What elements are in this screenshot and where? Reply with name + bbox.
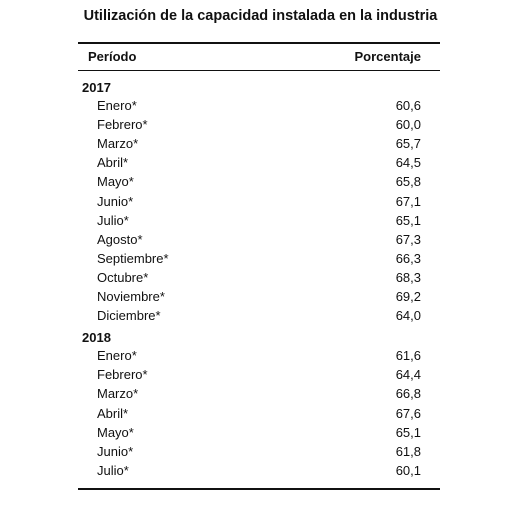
period-cell: Julio*	[97, 462, 129, 478]
value-cell: 65,1	[395, 212, 421, 228]
value-cell: 66,8	[395, 386, 421, 402]
bottom-rule	[78, 488, 440, 490]
period-cell: Marzo*	[97, 136, 139, 152]
period-cell: Agosto*	[97, 231, 143, 247]
value-cell: 60,1	[395, 462, 421, 478]
value-cell: 61,8	[395, 443, 421, 459]
value-cell: 66,3	[395, 250, 421, 266]
period-cell: Julio*	[97, 212, 129, 228]
group-year: 2017	[82, 80, 111, 95]
value-cell: 65,1	[395, 424, 421, 440]
value-cell: 67,3	[395, 231, 421, 247]
header-cell: Período	[88, 49, 137, 64]
value-cell: 67,1	[395, 193, 421, 209]
period-cell: Marzo*	[97, 386, 139, 402]
period-cell: Mayo*	[97, 174, 134, 190]
period-cell: Noviembre*	[97, 289, 165, 304]
header-rule	[78, 70, 440, 71]
value-cell: 65,8	[395, 174, 421, 190]
period-cell: Febrero*	[97, 117, 148, 133]
value-cell: 64,0	[395, 308, 421, 324]
period-cell: Enero*	[97, 98, 137, 113]
period-cell: Octubre*	[97, 269, 149, 285]
value-cell: 68,3	[395, 269, 421, 285]
period-cell: Junio*	[97, 443, 134, 459]
period-cell: Enero*	[97, 348, 137, 364]
value-cell: 65,7	[395, 136, 421, 152]
value-cell: 69,2	[395, 289, 421, 304]
period-cell: Junio*	[97, 193, 134, 209]
value-cell: 60,0	[395, 117, 421, 133]
period-cell: Febrero*	[97, 367, 148, 383]
value-cell: 64,4	[395, 367, 421, 383]
value-cell: 61,6	[395, 348, 421, 364]
value-cell: 67,6	[395, 405, 421, 421]
header-cell: Porcentaje	[354, 49, 421, 64]
period-cell: Abril*	[97, 405, 129, 421]
period-cell: Diciembre*	[97, 308, 161, 324]
top-rule	[78, 42, 440, 44]
group-year: 2018	[82, 330, 111, 346]
period-cell: Mayo*	[97, 424, 134, 440]
period-cell: Abril*	[97, 155, 129, 171]
value-cell: 60,6	[395, 98, 421, 113]
period-cell: Septiembre*	[97, 250, 169, 266]
title: Utilización de la capacidad instalada en…	[83, 8, 438, 24]
value-cell: 64,5	[395, 155, 421, 171]
